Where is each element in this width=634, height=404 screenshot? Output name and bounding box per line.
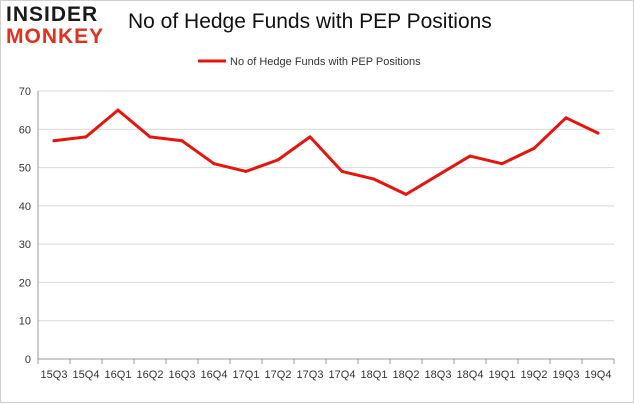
- data-point: [340, 169, 344, 173]
- y-tick-label: 30: [19, 239, 31, 251]
- data-point: [596, 131, 600, 135]
- axes: [37, 91, 614, 360]
- data-point: [468, 154, 472, 158]
- data-point: [436, 173, 440, 177]
- data-point: [52, 139, 56, 143]
- y-tick-label: 10: [19, 316, 31, 328]
- insider-monkey-logo: INSIDER MONKEY: [6, 4, 118, 52]
- x-tick-label: 19Q4: [585, 369, 612, 381]
- legend: No of Hedge Funds with PEP Positions: [198, 56, 421, 68]
- x-tick-label: 19Q2: [521, 369, 548, 381]
- data-point: [148, 135, 152, 139]
- series-line: [52, 108, 600, 196]
- data-point: [84, 135, 88, 139]
- x-tick-label: 15Q3: [41, 369, 68, 381]
- logo-line-2: MONKEY: [6, 25, 105, 48]
- x-tick-label: 18Q3: [425, 369, 452, 381]
- x-tick-label: 19Q3: [553, 369, 580, 381]
- data-point: [532, 146, 536, 150]
- logo-line-1: INSIDER: [6, 3, 99, 26]
- data-point: [308, 135, 312, 139]
- data-point: [276, 158, 280, 162]
- data-point: [212, 162, 216, 166]
- legend-label: No of Hedge Funds with PEP Positions: [230, 56, 421, 68]
- x-tick-label: 15Q4: [73, 369, 100, 381]
- x-tick-label: 16Q4: [201, 369, 228, 381]
- x-tick-label: 17Q3: [297, 369, 324, 381]
- y-tick-label: 0: [25, 354, 31, 366]
- data-point: [500, 162, 504, 166]
- x-tick-label: 18Q1: [361, 369, 388, 381]
- series-layer: [52, 108, 600, 196]
- x-tick-label: 17Q2: [265, 369, 292, 381]
- y-tick-label: 60: [19, 124, 31, 136]
- x-tick-label: 18Q4: [457, 369, 484, 381]
- y-tick-label: 70: [19, 86, 31, 98]
- data-point: [372, 177, 376, 181]
- x-tick-label: 17Q4: [329, 369, 356, 381]
- grid-lines: [38, 90, 614, 322]
- y-tick-label: 40: [19, 201, 31, 213]
- x-tick-label: 19Q1: [489, 369, 516, 381]
- x-tick-label: 16Q1: [105, 369, 132, 381]
- y-tick-labels: 0 10 20 30 40 50 60 70: [19, 86, 31, 366]
- x-tick-labels: 15Q3 15Q4 16Q1 16Q2 16Q3 16Q4 17Q1 17Q2 17Q3 17Q4…: [37, 359, 615, 381]
- y-tick-label: 20: [19, 277, 31, 289]
- x-tick-label: 16Q3: [169, 369, 196, 381]
- data-point: [116, 108, 120, 112]
- x-tick-label: 17Q1: [233, 369, 260, 381]
- x-tick-label: 16Q2: [137, 369, 164, 381]
- chart-title: No of Hedge Funds with PEP Positions: [128, 10, 492, 33]
- x-tick-label: 18Q2: [393, 369, 420, 381]
- data-point: [404, 192, 408, 196]
- data-point: [564, 116, 568, 120]
- data-point: [180, 139, 184, 143]
- data-point: [244, 169, 248, 173]
- y-tick-label: 50: [19, 163, 31, 175]
